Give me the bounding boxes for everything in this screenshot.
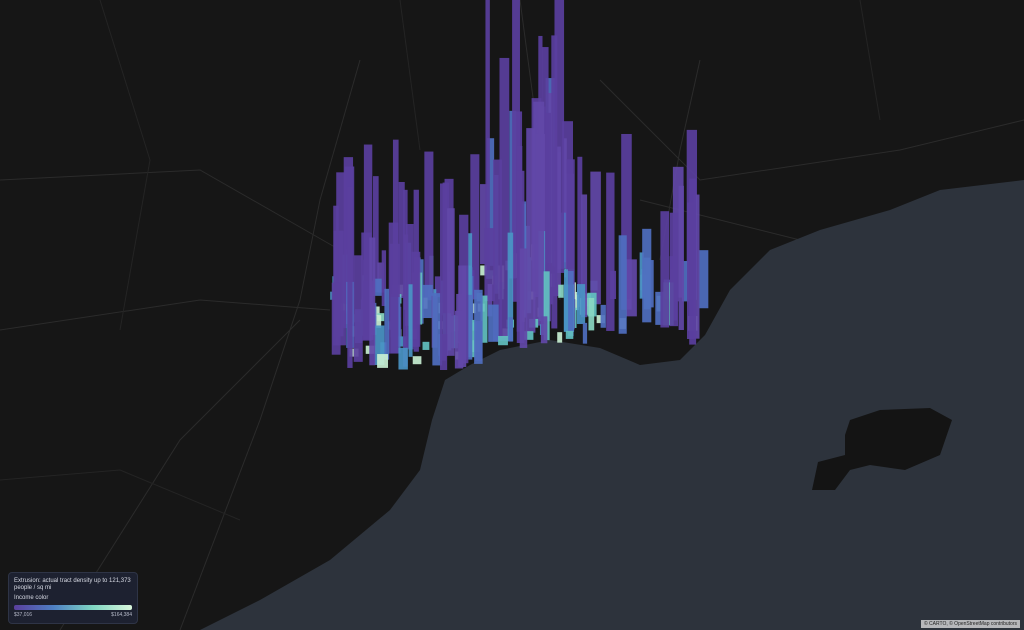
extrusion: [374, 325, 385, 365]
extrusion: [655, 291, 665, 325]
extrusion: [485, 0, 490, 272]
extrusion: [554, 0, 565, 273]
extrusion: [606, 172, 615, 331]
extrusion: [508, 317, 513, 342]
extrusion: [396, 336, 408, 347]
extrusion: [347, 186, 353, 368]
extrusion: [507, 232, 514, 342]
legend-ends: $37,016 $164,384: [14, 612, 132, 619]
extrusion: [422, 341, 430, 350]
extrusion: [432, 293, 443, 366]
extrusion: [558, 284, 564, 298]
attribution: © CARTO, © OpenStreetMap contributors: [920, 620, 1020, 628]
extrusion: [621, 133, 632, 310]
extrusion: [398, 181, 405, 298]
extrusion: [568, 270, 574, 337]
extrusion: [562, 138, 567, 263]
extrusion: [412, 356, 422, 365]
extrusion: [693, 194, 700, 339]
extrusion: [678, 185, 684, 330]
extrusion: [434, 276, 441, 298]
extrusion: [499, 57, 510, 342]
extrusion: [682, 261, 689, 302]
extrusion: [519, 248, 528, 348]
extrusion: [498, 335, 508, 346]
extrusion: [484, 228, 495, 302]
extrusion: [545, 112, 551, 322]
extrusion: [512, 0, 520, 302]
extrusion: [480, 265, 487, 276]
extrusion: [480, 295, 488, 343]
extrusion: [403, 189, 408, 367]
extrusion: [669, 212, 679, 327]
legend: Extrusion: actual tract density up to 12…: [8, 572, 138, 624]
extrusion: [672, 166, 684, 298]
extrusion: [377, 354, 389, 368]
extrusion: [331, 282, 341, 355]
color-ramp: [14, 605, 132, 610]
extrusion: [372, 176, 379, 293]
legend-color-title: Income color: [14, 595, 49, 601]
extrusion: [533, 101, 545, 326]
extrusion: [581, 194, 588, 318]
extrusion: [369, 237, 376, 366]
extrusion: [487, 284, 493, 317]
extrusion: [551, 35, 558, 329]
extrusion: [480, 184, 489, 265]
extrusion: [440, 183, 448, 370]
extrusion: [642, 228, 652, 323]
extrusion: [540, 316, 548, 344]
extrusion: [590, 171, 601, 305]
extrusion: [660, 211, 670, 328]
extrusion: [526, 128, 536, 333]
extrusion: [333, 205, 339, 346]
extrusion: [422, 284, 433, 319]
extrusion: [588, 297, 595, 331]
extrusions: [330, 0, 709, 370]
extrusion: [353, 255, 363, 362]
extrusion: [424, 151, 434, 301]
legend-min: $37,016: [14, 612, 33, 618]
extrusion: [361, 232, 372, 341]
extrusion: [454, 310, 464, 369]
extrusion: [543, 271, 550, 341]
extrusion: [381, 250, 387, 307]
extrusion: [639, 252, 644, 299]
extrusion: [689, 178, 697, 345]
extrusion: [408, 284, 413, 357]
extrusion: [626, 259, 637, 317]
extrusion: [565, 330, 574, 339]
extrusion: [557, 332, 563, 343]
extrusion: [375, 315, 382, 328]
extrusion: [474, 289, 483, 364]
extrusion: [577, 156, 583, 307]
extrusion: [698, 250, 709, 309]
extrusion: [336, 172, 346, 346]
lake: [200, 180, 1024, 630]
extrusion: [388, 222, 399, 354]
extrusion: [493, 159, 502, 341]
extrusion: [487, 138, 495, 266]
legend-max: $164,384: [111, 612, 132, 618]
extrusion: [523, 331, 534, 340]
extrusion: [488, 304, 499, 342]
extrusion: [618, 235, 627, 334]
extrusion: [377, 262, 385, 293]
extrusion: [582, 322, 588, 344]
extrusion: [445, 208, 455, 356]
island: [812, 408, 952, 490]
extrusion: [600, 304, 606, 328]
extrusion: [576, 284, 586, 324]
extrusion: [470, 154, 480, 300]
extrusion: [373, 278, 382, 296]
extrusion: [384, 288, 390, 360]
extrusion: [413, 189, 419, 352]
legend-extrusion: Extrusion: actual tract density up to 12…: [14, 578, 131, 591]
extrusion: [566, 159, 575, 330]
extrusion: [398, 347, 408, 370]
